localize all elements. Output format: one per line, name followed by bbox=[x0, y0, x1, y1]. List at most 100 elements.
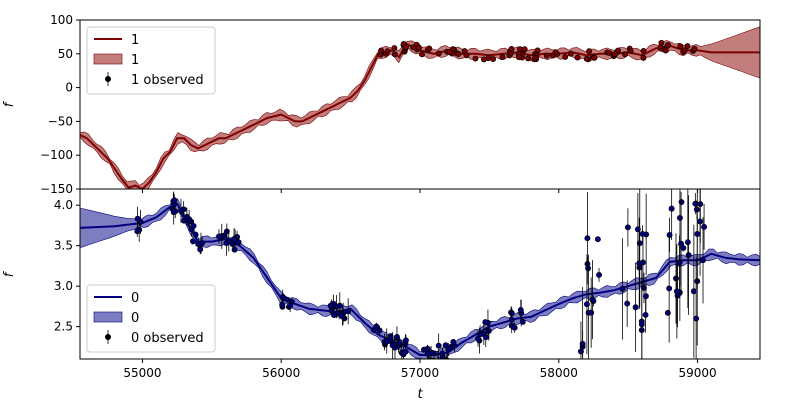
observed-point bbox=[223, 228, 230, 235]
observed-point bbox=[378, 47, 385, 54]
legend-marker-swatch bbox=[105, 334, 111, 340]
observed-point bbox=[662, 47, 669, 54]
observed-point bbox=[552, 49, 559, 56]
observed-point bbox=[223, 240, 230, 247]
observed-point bbox=[673, 288, 680, 295]
observed-point bbox=[394, 334, 400, 340]
observed-point bbox=[588, 309, 595, 316]
legend-label: 1 observed bbox=[131, 73, 204, 88]
legend-box bbox=[86, 284, 216, 353]
y-tick-label: −50 bbox=[48, 114, 73, 128]
observed-point bbox=[517, 307, 524, 313]
observed-point bbox=[693, 315, 700, 322]
observed-point bbox=[383, 338, 390, 344]
y-tick-label: 100 bbox=[50, 13, 73, 27]
observed-point bbox=[691, 45, 698, 52]
y-tick-label: −100 bbox=[40, 148, 73, 162]
observed-point bbox=[475, 335, 481, 342]
observed-point bbox=[632, 304, 639, 311]
observed-point bbox=[638, 321, 645, 328]
observed-point bbox=[640, 47, 647, 54]
x-axis-label: t bbox=[417, 387, 423, 400]
observed-point bbox=[534, 47, 541, 54]
observed-point bbox=[658, 39, 665, 46]
observed-point bbox=[697, 218, 703, 225]
y-tick-label: 2.5 bbox=[54, 320, 73, 334]
observed-point bbox=[373, 323, 380, 330]
observed-point bbox=[525, 55, 532, 62]
observed-point bbox=[482, 334, 489, 341]
observed-point bbox=[567, 50, 574, 57]
observed-point bbox=[235, 239, 242, 246]
observed-point bbox=[485, 327, 492, 334]
observed-point bbox=[619, 285, 626, 292]
observed-point bbox=[532, 54, 539, 61]
observed-point bbox=[171, 197, 178, 204]
observed-point bbox=[624, 224, 631, 231]
observed-point bbox=[596, 271, 602, 278]
observed-point bbox=[287, 302, 294, 309]
observed-point bbox=[482, 319, 489, 326]
observed-point bbox=[345, 308, 352, 315]
observed-point bbox=[636, 240, 643, 247]
observed-point bbox=[216, 233, 222, 240]
observed-point bbox=[515, 54, 522, 61]
observed-point bbox=[594, 236, 601, 243]
observed-point bbox=[684, 239, 691, 246]
observed-point bbox=[668, 205, 675, 212]
observed-point bbox=[426, 360, 431, 365]
observed-point bbox=[589, 296, 596, 303]
observed-point bbox=[419, 51, 425, 58]
observed-point bbox=[192, 231, 199, 238]
observed-point bbox=[396, 340, 403, 346]
observed-point bbox=[231, 236, 237, 243]
observed-point bbox=[583, 301, 590, 308]
observed-point bbox=[700, 257, 706, 264]
observed-point bbox=[195, 241, 202, 247]
observed-point bbox=[511, 324, 518, 331]
observed-point bbox=[472, 55, 479, 62]
observed-point bbox=[439, 350, 446, 357]
legend-band-swatch bbox=[93, 311, 123, 323]
observed-point bbox=[622, 51, 628, 58]
observed-point bbox=[416, 44, 422, 51]
observed-point bbox=[279, 301, 286, 308]
plot-area bbox=[80, 26, 760, 189]
y-tick-label: −150 bbox=[40, 182, 73, 196]
y-tick-label: 50 bbox=[58, 47, 73, 61]
legend-label: 0 bbox=[131, 311, 139, 326]
plot-area bbox=[80, 189, 760, 365]
observed-point bbox=[574, 54, 581, 61]
legend-marker-swatch bbox=[105, 76, 111, 82]
observed-point bbox=[327, 302, 334, 309]
observed-point bbox=[665, 42, 672, 48]
observed-point bbox=[634, 226, 641, 233]
observed-point bbox=[519, 318, 526, 325]
observed-point bbox=[376, 327, 383, 334]
observed-point bbox=[284, 296, 291, 303]
observed-point bbox=[577, 348, 584, 355]
observed-point bbox=[612, 51, 619, 58]
observed-point bbox=[450, 339, 457, 345]
y-tick-label: 4.0 bbox=[54, 198, 73, 212]
observed-point bbox=[463, 52, 470, 59]
observed-point bbox=[435, 50, 442, 57]
observed-point bbox=[694, 231, 701, 237]
observed-point bbox=[424, 350, 431, 357]
observed-point bbox=[586, 48, 593, 55]
observed-point bbox=[562, 53, 569, 60]
x-tick-label: 55000 bbox=[123, 366, 161, 380]
y-tick-label: 3.0 bbox=[54, 279, 73, 293]
observed-point bbox=[485, 54, 492, 61]
observed-point bbox=[384, 48, 391, 55]
observed-point bbox=[178, 207, 184, 214]
observed-point bbox=[639, 230, 646, 237]
observed-point bbox=[389, 342, 396, 349]
observed-point bbox=[640, 54, 647, 61]
legend-label: 1 bbox=[131, 53, 139, 68]
observed-point bbox=[445, 346, 452, 353]
legend-label: 0 observed bbox=[131, 331, 204, 346]
legend: 0 0 0 observed bbox=[86, 284, 216, 353]
observed-point bbox=[585, 265, 592, 272]
